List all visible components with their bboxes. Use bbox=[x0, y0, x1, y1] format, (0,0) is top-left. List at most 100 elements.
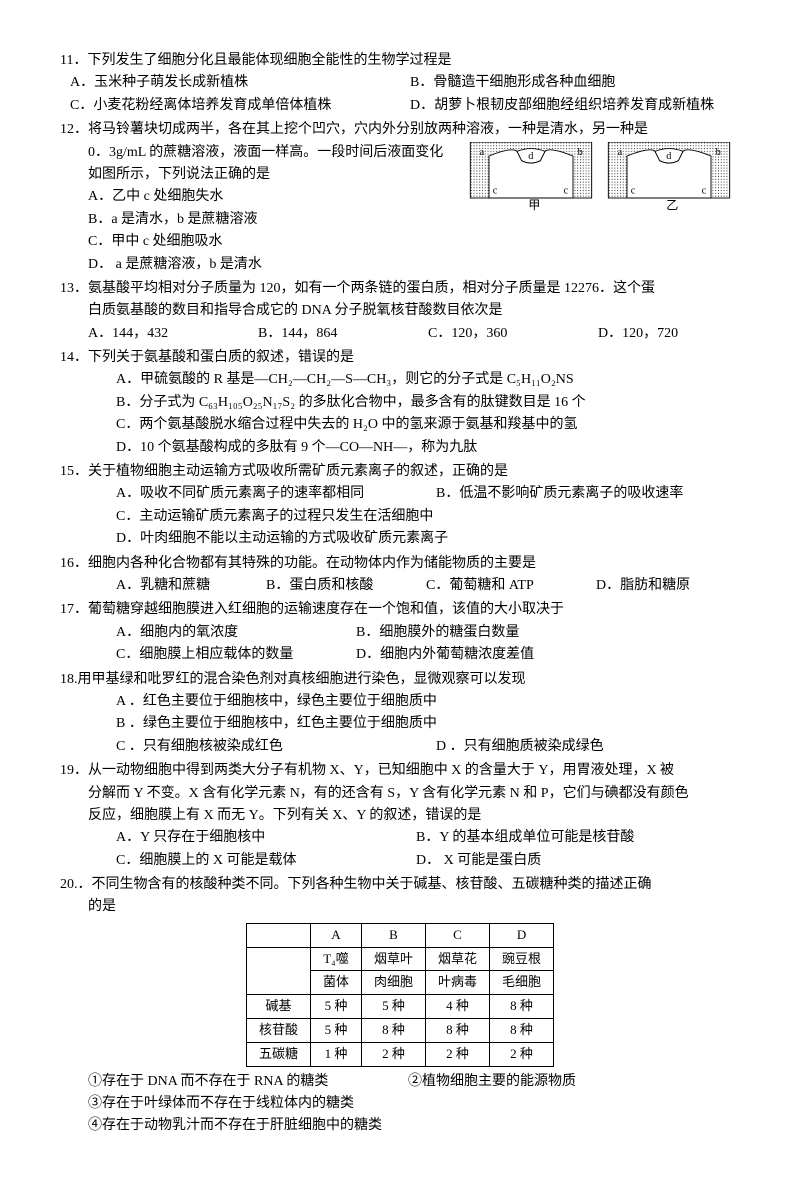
table-cell: 1 种 bbox=[310, 1042, 361, 1066]
q13-opt-c: C．120，360 bbox=[428, 323, 578, 345]
table-row: T₄噬 烟草叶 烟草花 豌豆根 bbox=[246, 947, 553, 971]
table-cell: A bbox=[310, 923, 361, 947]
q13-stem: 13．氨基酸平均相对分子质量为 120，如有一个两条链的蛋白质，相对分子质量是 … bbox=[60, 278, 740, 300]
svg-text:b: b bbox=[716, 147, 721, 158]
svg-text:c: c bbox=[564, 185, 569, 196]
table-cell: 核苷酸 bbox=[246, 1019, 310, 1043]
table-cell: 8 种 bbox=[490, 1019, 554, 1043]
table-cell: 烟草花 bbox=[426, 947, 490, 971]
svg-text:b: b bbox=[578, 147, 583, 158]
table-cell: 五碳糖 bbox=[246, 1042, 310, 1066]
question-17: 17．葡萄糖穿越细胞膜进入红细胞的运输速度存在一个饱和值，该值的大小取决于 A．… bbox=[60, 599, 740, 666]
table-row: A B C D bbox=[246, 923, 553, 947]
q11-opt-d: D．胡萝卜根韧皮部细胞经组织培养发育成新植株 bbox=[410, 95, 714, 117]
svg-text:a: a bbox=[480, 147, 485, 158]
table-cell: B bbox=[361, 923, 425, 947]
q15-opt-b: B．低温不影响矿质元素离子的吸收速率 bbox=[436, 483, 683, 505]
q18-opt-b: B ．绿色主要位于细胞核中，红色主要位于细胞质中 bbox=[116, 713, 740, 735]
table-cell: 5 种 bbox=[361, 995, 425, 1019]
q19-opt-c: C．细胞膜上的 X 可能是载体 bbox=[116, 850, 396, 872]
table-cell: 毛细胞 bbox=[490, 971, 554, 995]
q12-opt-d: D． a 是蔗糖溶液，b 是清水 bbox=[88, 254, 740, 276]
table-cell: 2 种 bbox=[361, 1042, 425, 1066]
table-cell: 5 种 bbox=[310, 1019, 361, 1043]
q11-stem: 11．下列发生了细胞分化且最能体现细胞全能性的生物学过程是 bbox=[60, 50, 740, 72]
table-cell: 8 种 bbox=[361, 1019, 425, 1043]
q18-opt-a: A ．红色主要位于细胞核中，绿色主要位于细胞质中 bbox=[116, 691, 740, 713]
question-19: 19．从一动物细胞中得到两类大分子有机物 X、Y，已知细胞中 X 的含量大于 Y… bbox=[60, 760, 740, 872]
q20-note2: ②植物细胞主要的能源物质 bbox=[408, 1071, 576, 1093]
q11-opt-a: A．玉米种子萌发长成新植株 bbox=[70, 72, 390, 94]
table-cell: 4 种 bbox=[426, 995, 490, 1019]
q16-opt-c: C．葡萄糖和 ATP bbox=[426, 575, 576, 597]
table-cell: 肉细胞 bbox=[361, 971, 425, 995]
table-cell: 8 种 bbox=[426, 1019, 490, 1043]
q15-opt-a: A．吸收不同矿质元素离子的速率都相同 bbox=[116, 483, 416, 505]
svg-text:c: c bbox=[631, 185, 636, 196]
table-cell: 烟草叶 bbox=[361, 947, 425, 971]
q12-stem: 12．将马铃薯块切成两半，各在其上挖个凹穴，穴内外分别放两种溶液，一种是清水，另… bbox=[60, 119, 740, 141]
q17-opt-b: B．细胞膜外的糖蛋白数量 bbox=[356, 622, 519, 644]
q15-stem: 15．关于植物细胞主动运输方式吸收所需矿质元素离子的叙述，正确的是 bbox=[60, 461, 740, 483]
table-cell bbox=[246, 923, 310, 947]
q19-stem3: 反应，细胞膜上有 X 而无 Y。下列有关 X、Y 的叙述，错误的是 bbox=[60, 805, 740, 827]
q13-stem2: 白质氨基酸的数目和指导合成它的 DNA 分子脱氧核苷酸数目依次是 bbox=[60, 300, 740, 322]
q20-table: A B C D T₄噬 烟草叶 烟草花 豌豆根 菌体 肉细胞 叶病毒 毛细胞 碱… bbox=[246, 923, 554, 1067]
q14-stem: 14．下列关于氨基酸和蛋白质的叙述，错误的是 bbox=[60, 347, 740, 369]
svg-text:c: c bbox=[493, 185, 498, 196]
q14-opt-c: C．两个氨基酸脱水缩合过程中失去的 H₂O 中的氢来源于氨基和羧基中的氢 bbox=[116, 414, 740, 436]
table-cell: 8 种 bbox=[490, 995, 554, 1019]
table-cell: C bbox=[426, 923, 490, 947]
table-cell: 2 种 bbox=[426, 1042, 490, 1066]
q20-note1: ①存在于 DNA 而不存在于 RNA 的糖类 bbox=[88, 1071, 388, 1093]
pot-left: a b d c c 甲 bbox=[466, 142, 596, 212]
table-row: 核苷酸 5 种 8 种 8 种 8 种 bbox=[246, 1019, 553, 1043]
q15-opt-c: C．主动运输矿质元素离子的过程只发生在活细胞中 bbox=[116, 506, 740, 528]
table-cell: 2 种 bbox=[490, 1042, 554, 1066]
table-cell: 5 种 bbox=[310, 995, 361, 1019]
q19-opt-b: B．Y 的基本组成单位可能是核苷酸 bbox=[416, 827, 634, 849]
q16-opt-d: D．脂肪和糖原 bbox=[596, 575, 690, 597]
question-14: 14．下列关于氨基酸和蛋白质的叙述，错误的是 A．甲硫氨酸的 R 基是—CH₂—… bbox=[60, 347, 740, 459]
question-12: 12．将马铃薯块切成两半，各在其上挖个凹穴，穴内外分别放两种溶液，一种是清水，另… bbox=[60, 119, 740, 276]
svg-text:a: a bbox=[618, 147, 623, 158]
q12-opt-c: C．甲中 c 处细胞吸水 bbox=[88, 231, 740, 253]
table-cell: T₄噬 bbox=[310, 947, 361, 971]
q17-stem: 17．葡萄糖穿越细胞膜进入红细胞的运输速度存在一个饱和值，该值的大小取决于 bbox=[60, 599, 740, 621]
q19-opt-a: A．Y 只存在于细胞核中 bbox=[116, 827, 396, 849]
svg-text:d: d bbox=[666, 150, 671, 161]
table-cell bbox=[246, 947, 310, 995]
q19-opt-d: D． X 可能是蛋白质 bbox=[416, 850, 541, 872]
q14-opt-d: D．10 个氨基酸构成的多肽有 9 个—CO—NH—，称为九肽 bbox=[116, 437, 740, 459]
q18-opt-c: C ．只有细胞核被染成红色 bbox=[116, 736, 416, 758]
q11-opt-b: B．骨髓造干细胞形成各种血细胞 bbox=[410, 72, 615, 94]
q18-opt-d: D ．只有细胞质被染成绿色 bbox=[436, 736, 604, 758]
q19-stem: 19．从一动物细胞中得到两类大分子有机物 X、Y，已知细胞中 X 的含量大于 Y… bbox=[60, 760, 740, 782]
q11-opt-c: C．小麦花粉经离体培养发育成单倍体植株 bbox=[70, 95, 390, 117]
q14-opt-b: B．分子式为 C₆₃H₁₀₅O₂₅N₁₇S₂ 的多肽化合物中，最多含有的肽键数目… bbox=[116, 392, 740, 414]
q13-opt-a: A．144，432 bbox=[88, 323, 238, 345]
q15-opt-d: D．叶肉细胞不能以主动运输的方式吸收矿质元素离子 bbox=[116, 528, 740, 550]
potato-diagram: a b d c c 甲 a b d c c bbox=[460, 142, 740, 212]
table-row: 五碳糖 1 种 2 种 2 种 2 种 bbox=[246, 1042, 553, 1066]
table-cell: 碱基 bbox=[246, 995, 310, 1019]
q20-stem2: 的是 bbox=[60, 896, 740, 918]
q12-opt-b: B．a 是清水，b 是蔗糖溶液 bbox=[88, 209, 740, 231]
table-cell: 叶病毒 bbox=[426, 971, 490, 995]
table-cell: 豌豆根 bbox=[490, 947, 554, 971]
question-16: 16．细胞内各种化合物都有其特殊的功能。在动物体内作为储能物质的主要是 A．乳糖… bbox=[60, 553, 740, 598]
question-13: 13．氨基酸平均相对分子质量为 120，如有一个两条链的蛋白质，相对分子质量是 … bbox=[60, 278, 740, 345]
q13-opt-b: B．144，864 bbox=[258, 323, 408, 345]
q20-stem: 20.．不同生物含有的核酸种类不同。下列各种生物中关于碱基、核苷酸、五碳糖种类的… bbox=[60, 874, 740, 896]
q17-opt-d: D．细胞内外葡萄糖浓度差值 bbox=[356, 644, 534, 666]
table-row: 碱基 5 种 5 种 4 种 8 种 bbox=[246, 995, 553, 1019]
q18-stem: 18.用甲基绿和吡罗红的混合染色剂对真核细胞进行染色，显微观察可以发现 bbox=[60, 669, 740, 691]
question-18: 18.用甲基绿和吡罗红的混合染色剂对真核细胞进行染色，显微观察可以发现 A ．红… bbox=[60, 669, 740, 759]
pot-label-right: 乙 bbox=[666, 198, 678, 212]
q16-opt-b: B．蛋白质和核酸 bbox=[266, 575, 406, 597]
q19-stem2: 分解而 Y 不变。X 含有化学元素 N，有的还含有 S，Y 含有化学元素 N 和… bbox=[60, 783, 740, 805]
q14-opt-a: A．甲硫氨酸的 R 基是—CH₂—CH₂—S—CH₃，则它的分子式是 C₅H₁₁… bbox=[116, 369, 740, 391]
pot-label-left: 甲 bbox=[528, 198, 540, 212]
table-cell: 菌体 bbox=[310, 971, 361, 995]
q16-stem: 16．细胞内各种化合物都有其特殊的功能。在动物体内作为储能物质的主要是 bbox=[60, 553, 740, 575]
